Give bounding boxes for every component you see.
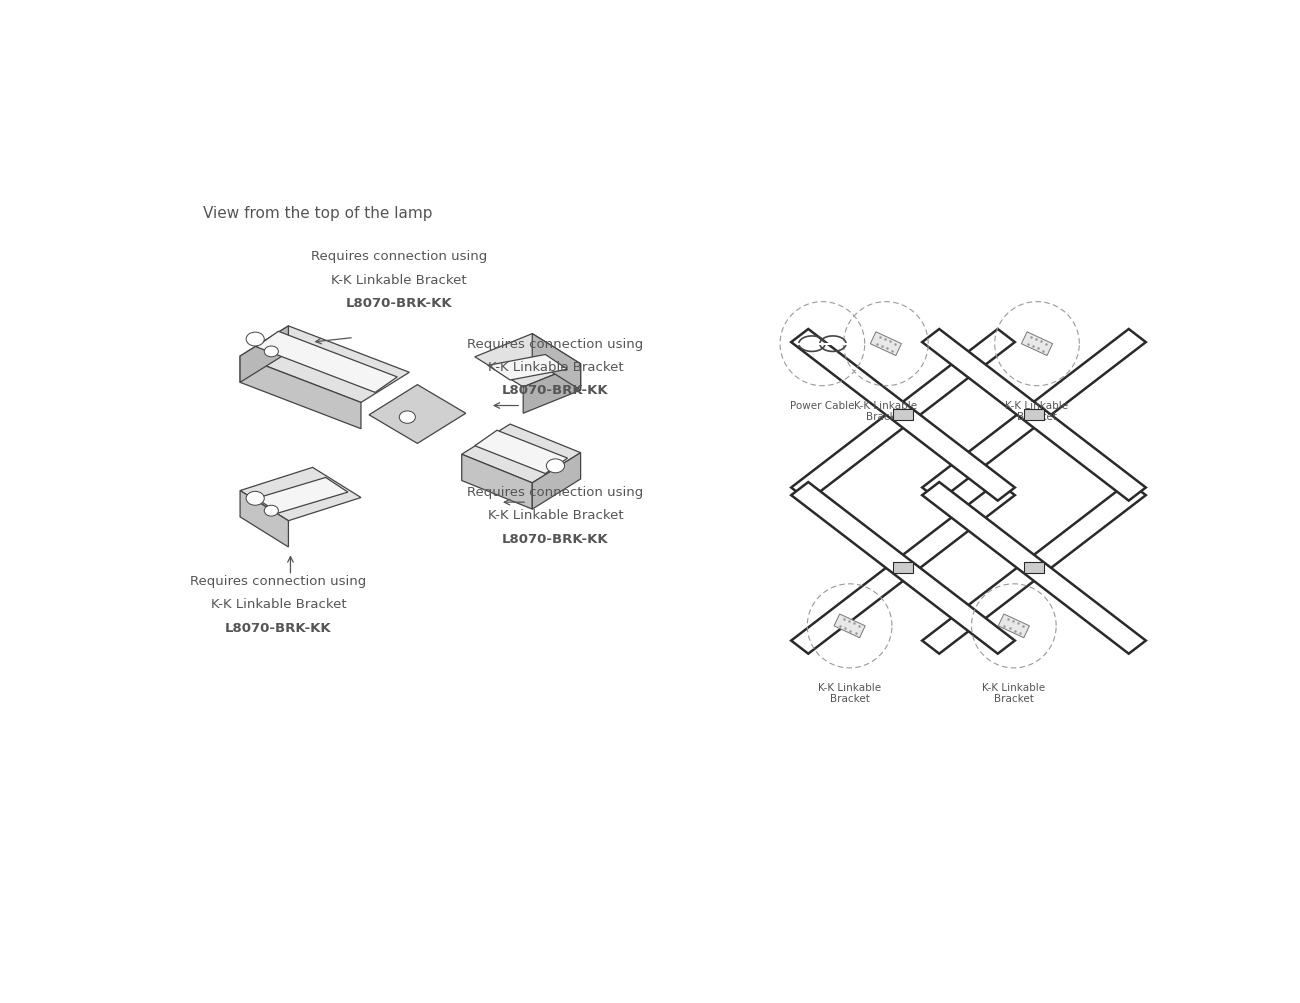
Text: L8070-BRK-KK: L8070-BRK-KK: [225, 621, 332, 634]
Polygon shape: [835, 615, 866, 638]
Circle shape: [264, 347, 278, 357]
Polygon shape: [893, 563, 913, 574]
Polygon shape: [1022, 332, 1053, 356]
Circle shape: [246, 333, 264, 347]
Polygon shape: [240, 357, 361, 429]
Polygon shape: [240, 327, 289, 383]
Text: K-K Linkable Bracket: K-K Linkable Bracket: [488, 509, 623, 522]
Polygon shape: [792, 330, 1015, 502]
Polygon shape: [523, 364, 581, 414]
Circle shape: [546, 459, 564, 473]
Polygon shape: [462, 454, 532, 510]
Polygon shape: [474, 431, 568, 474]
Text: K-K Linkable
Bracket: K-K Linkable Bracket: [1005, 400, 1069, 422]
Polygon shape: [240, 327, 410, 403]
Text: K-K Linkable Bracket: K-K Linkable Bracket: [332, 274, 467, 287]
Text: L8070-BRK-KK: L8070-BRK-KK: [346, 297, 452, 310]
Text: Power Cable: Power Cable: [790, 400, 854, 410]
Polygon shape: [532, 334, 581, 390]
Circle shape: [246, 491, 264, 506]
Text: K-K Linkable Bracket: K-K Linkable Bracket: [488, 361, 623, 374]
Polygon shape: [532, 453, 581, 510]
Polygon shape: [488, 355, 568, 380]
Polygon shape: [922, 330, 1145, 502]
Polygon shape: [998, 615, 1030, 638]
Text: K-K Linkable
Bracket: K-K Linkable Bracket: [983, 682, 1045, 704]
Polygon shape: [870, 332, 901, 356]
Polygon shape: [792, 482, 1015, 654]
Polygon shape: [474, 334, 581, 387]
Circle shape: [399, 411, 416, 424]
Polygon shape: [240, 467, 361, 522]
Polygon shape: [240, 491, 289, 548]
Polygon shape: [256, 332, 398, 393]
Polygon shape: [792, 330, 1015, 502]
Circle shape: [264, 506, 278, 517]
Polygon shape: [256, 478, 348, 514]
Text: L8070-BRK-KK: L8070-BRK-KK: [502, 384, 608, 397]
Text: View from the top of the lamp: View from the top of the lamp: [203, 206, 433, 221]
Text: Requires connection using: Requires connection using: [190, 575, 367, 588]
Polygon shape: [922, 330, 1145, 502]
Polygon shape: [893, 410, 913, 421]
Polygon shape: [1024, 563, 1044, 574]
Text: Requires connection using: Requires connection using: [311, 251, 488, 263]
Text: Requires connection using: Requires connection using: [467, 338, 644, 350]
Text: K-K Linkable
Bracket: K-K Linkable Bracket: [854, 400, 918, 422]
Text: Requires connection using: Requires connection using: [467, 485, 644, 498]
Polygon shape: [922, 482, 1145, 654]
Text: K-K Linkable Bracket: K-K Linkable Bracket: [211, 598, 346, 611]
Polygon shape: [369, 385, 465, 444]
Polygon shape: [1024, 410, 1044, 421]
Polygon shape: [462, 424, 581, 483]
Polygon shape: [922, 482, 1145, 654]
Polygon shape: [792, 482, 1015, 654]
Text: K-K Linkable
Bracket: K-K Linkable Bracket: [818, 682, 881, 704]
Text: L8070-BRK-KK: L8070-BRK-KK: [502, 533, 608, 546]
